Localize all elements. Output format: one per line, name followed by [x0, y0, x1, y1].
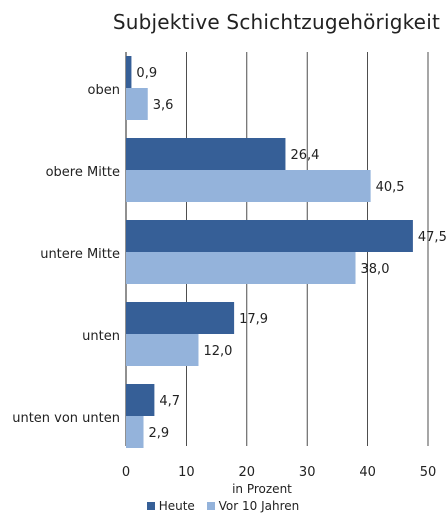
bar-heute-untere-mitte: [126, 220, 413, 252]
bar-vor-10-jahren-unten: [126, 334, 199, 366]
legend-label-vor-10-jahren: Vor 10 Jahren: [218, 499, 300, 513]
data-label-vor-10-jahren-unten: 12,0: [203, 344, 232, 359]
data-label-heute-oben: 0,9: [136, 66, 157, 81]
x-tick-label-5: 50: [420, 465, 437, 480]
bar-vor-10-jahren-untere-mitte: [126, 252, 356, 284]
legend-item-vor-10-jahren: Vor 10 Jahren: [206, 499, 300, 513]
data-label-heute-unten-von-unten: 4,7: [159, 394, 180, 409]
chart-title: Subjektive Schichtzugehörigkeit: [112, 10, 440, 34]
legend: Heute Vor 10 Jahren: [0, 499, 446, 513]
bar-vor-10-jahren-obere-mitte: [126, 170, 371, 202]
category-label-unten: unten: [82, 329, 120, 344]
x-tick-label-0: 0: [122, 465, 130, 480]
bar-heute-obere-mitte: [126, 138, 286, 170]
legend-swatch-heute: [146, 502, 155, 510]
data-label-vor-10-jahren-unten-von-unten: 2,9: [149, 426, 170, 441]
bar-heute-unten: [126, 302, 235, 334]
category-label-unten-von-unten: unten von unten: [12, 411, 120, 426]
data-label-vor-10-jahren-oben: 3,6: [153, 98, 174, 113]
category-label-untere-mitte: untere Mitte: [40, 247, 120, 262]
x-tick-label-4: 40: [359, 465, 376, 480]
legend-swatch-vor-10-jahren: [206, 502, 215, 510]
data-label-heute-unten: 17,9: [239, 312, 268, 327]
x-axis-label: in Prozent: [232, 482, 292, 496]
bar-heute-unten-von-unten: [126, 384, 155, 416]
legend-item-heute: Heute: [146, 499, 195, 513]
bar-vor-10-jahren-oben: [126, 88, 148, 120]
data-label-heute-untere-mitte: 47,5: [418, 230, 446, 245]
category-label-obere-mitte: obere Mitte: [46, 165, 120, 180]
x-tick-label-2: 20: [239, 465, 256, 480]
legend-label-heute: Heute: [158, 499, 195, 513]
category-label-oben: oben: [88, 83, 120, 98]
bar-heute-oben: [126, 56, 132, 88]
x-tick-label-3: 30: [299, 465, 316, 480]
data-label-heute-obere-mitte: 26,4: [290, 148, 319, 163]
bar-vor-10-jahren-unten-von-unten: [126, 416, 144, 448]
x-tick-label-1: 10: [178, 465, 195, 480]
data-label-vor-10-jahren-untere-mitte: 38,0: [361, 262, 390, 277]
data-label-vor-10-jahren-obere-mitte: 40,5: [376, 180, 405, 195]
